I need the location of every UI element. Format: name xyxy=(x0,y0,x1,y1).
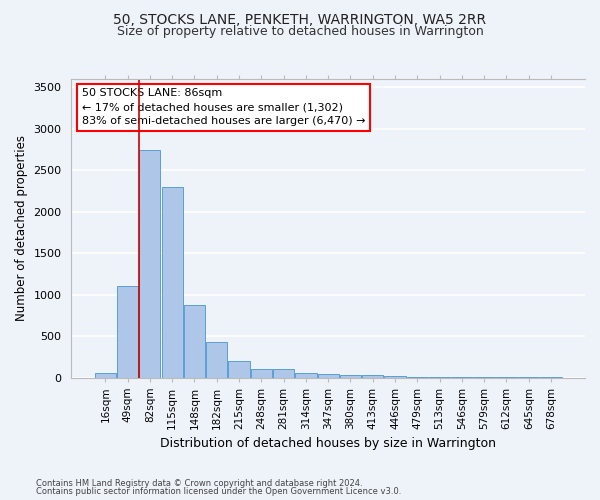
Bar xyxy=(206,342,227,378)
Bar xyxy=(161,187,183,378)
Bar xyxy=(340,374,361,378)
Bar xyxy=(229,361,250,378)
Bar xyxy=(273,369,294,378)
Bar xyxy=(317,374,339,378)
X-axis label: Distribution of detached houses by size in Warrington: Distribution of detached houses by size … xyxy=(160,437,496,450)
Bar xyxy=(184,304,205,378)
Text: Contains public sector information licensed under the Open Government Licence v3: Contains public sector information licen… xyxy=(36,487,401,496)
Text: Contains HM Land Registry data © Crown copyright and database right 2024.: Contains HM Land Registry data © Crown c… xyxy=(36,478,362,488)
Bar xyxy=(251,369,272,378)
Bar xyxy=(385,376,406,378)
Y-axis label: Number of detached properties: Number of detached properties xyxy=(15,136,28,322)
Text: 50, STOCKS LANE, PENKETH, WARRINGTON, WA5 2RR: 50, STOCKS LANE, PENKETH, WARRINGTON, WA… xyxy=(113,12,487,26)
Bar xyxy=(139,150,160,378)
Bar xyxy=(117,286,138,378)
Text: Size of property relative to detached houses in Warrington: Size of property relative to detached ho… xyxy=(116,25,484,38)
Bar xyxy=(362,375,383,378)
Bar xyxy=(407,376,428,378)
Bar xyxy=(295,373,317,378)
Bar xyxy=(95,374,116,378)
Text: 50 STOCKS LANE: 86sqm
← 17% of detached houses are smaller (1,302)
83% of semi-d: 50 STOCKS LANE: 86sqm ← 17% of detached … xyxy=(82,88,365,126)
